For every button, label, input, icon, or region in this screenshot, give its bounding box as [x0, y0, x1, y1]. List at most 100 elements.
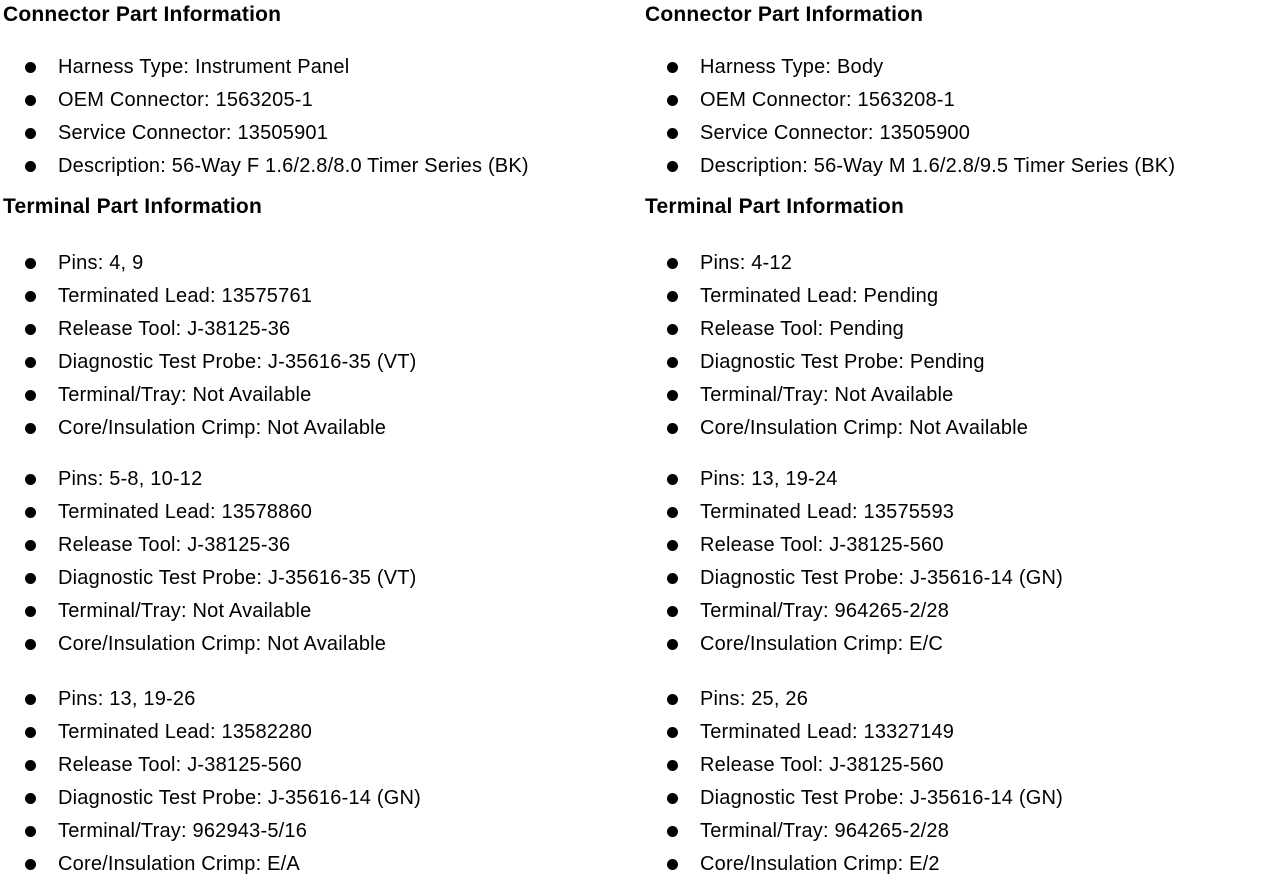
field-label: Pins: — [58, 468, 104, 490]
field-value: E/C — [909, 633, 944, 655]
field-value: 962943-5/16 — [192, 820, 308, 842]
terminal-group-list: Pins: 13, 19-24 Terminated Lead: 1357559… — [645, 463, 1280, 661]
field-value: 13327149 — [863, 721, 955, 743]
list-item: Service Connector: 13505901 — [3, 117, 640, 150]
list-item: Core/Insulation Crimp: Not Available — [3, 412, 640, 445]
bullet-icon — [667, 357, 678, 368]
field-value: 13, 19-26 — [109, 688, 196, 710]
bullet-icon — [667, 826, 678, 837]
field-label: Pins: — [700, 468, 746, 490]
field-label: Diagnostic Test Probe: — [58, 351, 263, 373]
terminal-part-information-heading: Terminal Part Information — [645, 195, 904, 218]
bullet-icon — [25, 258, 36, 269]
field-label: Release Tool: — [58, 318, 182, 340]
list-item: Pins: 4, 9 — [3, 247, 640, 280]
terminal-group-list: Pins: 13, 19-26 Terminated Lead: 1358228… — [3, 683, 640, 881]
field-label: Pins: — [58, 688, 104, 710]
list-item: Pins: 25, 26 — [645, 683, 1280, 716]
bullet-icon — [667, 793, 678, 804]
field-value: 1563205-1 — [215, 89, 313, 111]
field-value: J-38125-560 — [829, 754, 944, 776]
field-value: 13505900 — [879, 122, 971, 144]
bullet-icon — [667, 727, 678, 738]
bullet-icon — [25, 291, 36, 302]
list-item: Terminal/Tray: Not Available — [3, 379, 640, 412]
bullet-icon — [667, 291, 678, 302]
bullet-icon — [667, 62, 678, 73]
field-label: Core/Insulation Crimp: — [58, 853, 262, 875]
list-item: Terminal/Tray: Not Available — [645, 379, 1280, 412]
list-item: Terminated Lead: 13582280 — [3, 716, 640, 749]
bullet-icon — [25, 390, 36, 401]
field-label: Description: — [700, 155, 808, 177]
field-label: Release Tool: — [700, 754, 824, 776]
field-value: 25, 26 — [751, 688, 809, 710]
bullet-icon — [667, 161, 678, 172]
list-item: Terminal/Tray: 964265-2/28 — [645, 595, 1280, 628]
bullet-icon — [25, 540, 36, 551]
list-item: Release Tool: J-38125-560 — [3, 749, 640, 782]
field-label: Terminal/Tray: — [58, 820, 187, 842]
bullet-icon — [25, 760, 36, 771]
list-item: Terminated Lead: 13575761 — [3, 280, 640, 313]
bullet-icon — [667, 859, 678, 870]
field-label: Core/Insulation Crimp: — [700, 853, 904, 875]
field-value: Not Available — [192, 384, 312, 406]
terminal-group-list: Pins: 4-12 Terminated Lead: Pending Rele… — [645, 247, 1280, 445]
field-value: J-35616-14 (GN) — [267, 787, 421, 809]
terminal-group-list: Pins: 25, 26 Terminated Lead: 13327149 R… — [645, 683, 1280, 881]
bullet-icon — [25, 793, 36, 804]
bullet-icon — [667, 639, 678, 650]
bullet-icon — [25, 357, 36, 368]
field-label: Terminated Lead: — [58, 501, 216, 523]
bullet-icon — [667, 324, 678, 335]
field-label: Harness Type: — [700, 56, 832, 78]
list-item: Core/Insulation Crimp: Not Available — [3, 628, 640, 661]
field-value: 56-Way F 1.6/2.8/8.0 Timer Series (BK) — [171, 155, 529, 177]
field-label: Terminal/Tray: — [58, 600, 187, 622]
field-label: Terminated Lead: — [700, 721, 858, 743]
field-value: J-35616-35 (VT) — [267, 567, 417, 589]
list-item: Pins: 13, 19-24 — [645, 463, 1280, 496]
field-value: Pending — [863, 285, 939, 307]
list-item: Pins: 5-8, 10-12 — [3, 463, 640, 496]
field-value: 56-Way M 1.6/2.8/9.5 Timer Series (BK) — [813, 155, 1176, 177]
field-value: J-38125-560 — [829, 534, 944, 556]
list-item: Description: 56-Way M 1.6/2.8/9.5 Timer … — [645, 150, 1280, 183]
list-item: Description: 56-Way F 1.6/2.8/8.0 Timer … — [3, 150, 640, 183]
field-value: Not Available — [267, 417, 387, 439]
bullet-icon — [25, 62, 36, 73]
list-item: OEM Connector: 1563208-1 — [645, 84, 1280, 117]
field-value: 13505901 — [237, 122, 329, 144]
field-value: J-35616-14 (GN) — [909, 787, 1063, 809]
bullet-icon — [25, 826, 36, 837]
list-item: Core/Insulation Crimp: E/A — [3, 848, 640, 881]
field-label: Release Tool: — [58, 754, 182, 776]
field-value: 13575761 — [221, 285, 313, 307]
list-item: Diagnostic Test Probe: J-35616-14 (GN) — [645, 562, 1280, 595]
field-value: Pending — [829, 318, 904, 340]
field-value: J-35616-35 (VT) — [267, 351, 417, 373]
field-value: J-38125-36 — [187, 318, 291, 340]
field-value: 964265-2/28 — [834, 600, 950, 622]
field-label: Pins: — [700, 688, 746, 710]
field-value: 13578860 — [221, 501, 313, 523]
field-label: Terminal/Tray: — [58, 384, 187, 406]
field-label: Terminal/Tray: — [700, 600, 829, 622]
connector-info-list: Harness Type: Body OEM Connector: 156320… — [645, 51, 1280, 183]
bullet-icon — [667, 474, 678, 485]
list-item: Terminated Lead: 13575593 — [645, 496, 1280, 529]
connector-part-information-heading: Connector Part Information — [3, 3, 282, 26]
list-item: Release Tool: J-38125-36 — [3, 529, 640, 562]
field-value: 13582280 — [221, 721, 313, 743]
terminal-part-information-heading: Terminal Part Information — [3, 195, 262, 218]
field-value: E/A — [267, 853, 300, 875]
connector-info-list: Harness Type: Instrument Panel OEM Conne… — [3, 51, 640, 183]
field-value: J-35616-14 (GN) — [909, 567, 1063, 589]
list-item: Pins: 13, 19-26 — [3, 683, 640, 716]
field-value: Not Available — [267, 633, 387, 655]
field-value: 4-12 — [751, 252, 793, 274]
field-label: OEM Connector: — [58, 89, 210, 111]
field-value: Pending — [909, 351, 985, 373]
